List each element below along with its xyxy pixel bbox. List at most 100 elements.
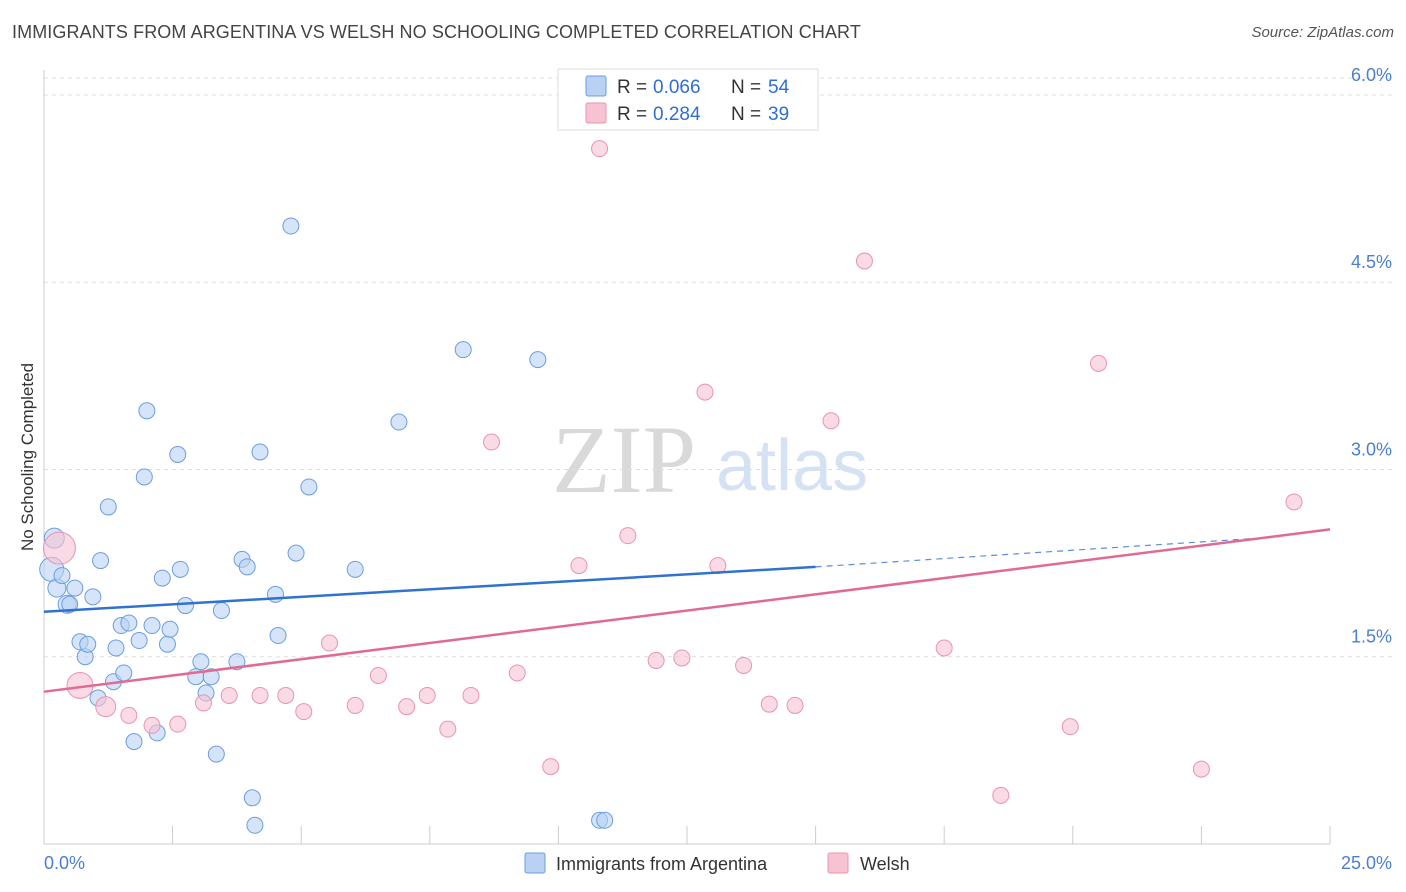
point-argentina bbox=[130, 632, 148, 650]
point-welsh bbox=[1061, 718, 1079, 736]
point-welsh bbox=[935, 639, 953, 657]
chart-source: Source: ZipAtlas.com bbox=[1251, 24, 1394, 41]
legend-r-value-argentina: 0.066 bbox=[653, 77, 701, 98]
x-tick-label-min: 0.0% bbox=[44, 853, 85, 873]
point-welsh bbox=[320, 634, 338, 652]
point-welsh bbox=[1192, 760, 1210, 778]
point-argentina bbox=[266, 585, 284, 603]
point-welsh bbox=[508, 664, 526, 682]
y-axis-tick-labels: 1.5% 3.0% 4.5% 6.0% bbox=[1351, 65, 1392, 647]
point-argentina bbox=[138, 402, 156, 420]
point-argentina bbox=[243, 789, 261, 807]
point-welsh bbox=[760, 695, 778, 713]
point-welsh bbox=[696, 383, 714, 401]
point-argentina bbox=[169, 446, 187, 464]
point-argentina bbox=[207, 745, 225, 763]
point-welsh bbox=[369, 666, 387, 684]
point-argentina bbox=[269, 627, 287, 645]
x-axis-ticks bbox=[172, 826, 1331, 844]
point-argentina bbox=[135, 468, 153, 486]
chart-title: IMMIGRANTS FROM ARGENTINA VS WELSH NO SC… bbox=[12, 22, 861, 42]
legend-n-value-argentina: 54 bbox=[768, 77, 790, 98]
point-welsh bbox=[619, 527, 637, 545]
point-welsh bbox=[418, 686, 436, 704]
point-argentina bbox=[246, 816, 264, 834]
legend-swatch-argentina bbox=[585, 75, 607, 97]
point-argentina bbox=[282, 217, 300, 235]
point-welsh bbox=[647, 651, 665, 669]
point-argentina bbox=[238, 558, 256, 576]
point-argentina bbox=[153, 569, 171, 587]
y-axis-title: No Schooling Completed bbox=[18, 363, 37, 551]
bottom-legend-swatch-welsh bbox=[827, 852, 849, 874]
point-argentina bbox=[92, 552, 110, 570]
legend-r-label-argentina: R = bbox=[617, 77, 647, 98]
point-welsh bbox=[855, 252, 873, 270]
point-argentina bbox=[251, 443, 269, 461]
point-argentina bbox=[99, 498, 117, 516]
point-argentina bbox=[143, 617, 161, 635]
y-tick-label: 4.5% bbox=[1351, 252, 1392, 272]
point-welsh bbox=[398, 698, 416, 716]
point-welsh bbox=[439, 720, 457, 738]
point-argentina bbox=[61, 595, 79, 613]
point-argentina bbox=[192, 653, 210, 671]
x-tick-label-max: 25.0% bbox=[1341, 853, 1392, 873]
point-welsh bbox=[542, 758, 560, 776]
point-welsh bbox=[735, 656, 753, 674]
y-tick-label: 3.0% bbox=[1351, 439, 1392, 459]
point-welsh bbox=[95, 696, 117, 718]
point-argentina bbox=[66, 579, 84, 597]
point-welsh bbox=[483, 433, 501, 451]
point-argentina bbox=[212, 602, 230, 620]
point-argentina bbox=[161, 620, 179, 638]
point-argentina bbox=[107, 639, 125, 657]
point-argentina bbox=[53, 567, 71, 585]
point-argentina bbox=[171, 560, 189, 578]
point-welsh bbox=[277, 686, 295, 704]
point-argentina bbox=[120, 614, 138, 632]
point-welsh bbox=[42, 531, 76, 565]
data-points bbox=[39, 140, 1303, 834]
point-argentina bbox=[529, 351, 547, 369]
point-welsh bbox=[295, 703, 313, 721]
point-welsh bbox=[786, 696, 804, 714]
point-welsh bbox=[120, 706, 138, 724]
point-argentina bbox=[300, 478, 318, 496]
y-tick-label: 1.5% bbox=[1351, 627, 1392, 647]
point-welsh bbox=[1090, 354, 1108, 372]
point-argentina bbox=[115, 664, 133, 682]
point-welsh bbox=[220, 686, 238, 704]
legend-r-label-welsh: R = bbox=[617, 104, 647, 125]
trend-line-argentina bbox=[43, 565, 816, 614]
point-argentina bbox=[454, 341, 472, 359]
trend-lines bbox=[43, 528, 1331, 693]
point-argentina bbox=[202, 668, 220, 686]
point-welsh bbox=[570, 557, 588, 575]
legend-r-value-welsh: 0.284 bbox=[653, 104, 701, 125]
point-welsh bbox=[1285, 493, 1303, 511]
point-argentina bbox=[158, 635, 176, 653]
legend-swatch-welsh bbox=[585, 102, 607, 124]
point-argentina bbox=[125, 733, 143, 751]
point-welsh bbox=[169, 715, 187, 733]
point-argentina bbox=[596, 811, 614, 829]
point-welsh bbox=[143, 716, 161, 734]
point-welsh bbox=[992, 786, 1010, 804]
legend-n-value-welsh: 39 bbox=[768, 104, 789, 125]
legend-n-label-welsh: N = bbox=[731, 104, 761, 125]
point-argentina bbox=[176, 597, 194, 615]
point-argentina bbox=[287, 544, 305, 562]
bottom-legend-swatch-argentina bbox=[524, 852, 546, 874]
y-tick-label: 6.0% bbox=[1351, 65, 1392, 85]
point-argentina bbox=[84, 588, 102, 606]
bottom-legend: Immigrants from Argentina Welsh bbox=[524, 852, 910, 874]
trend-line-argentina-extension bbox=[815, 536, 1279, 568]
point-argentina bbox=[346, 560, 364, 578]
trend-line-welsh bbox=[43, 528, 1331, 693]
watermark-atlas: atlas bbox=[716, 426, 868, 506]
point-welsh bbox=[822, 412, 840, 430]
bottom-legend-label-welsh: Welsh bbox=[860, 854, 910, 874]
point-welsh bbox=[194, 694, 212, 712]
